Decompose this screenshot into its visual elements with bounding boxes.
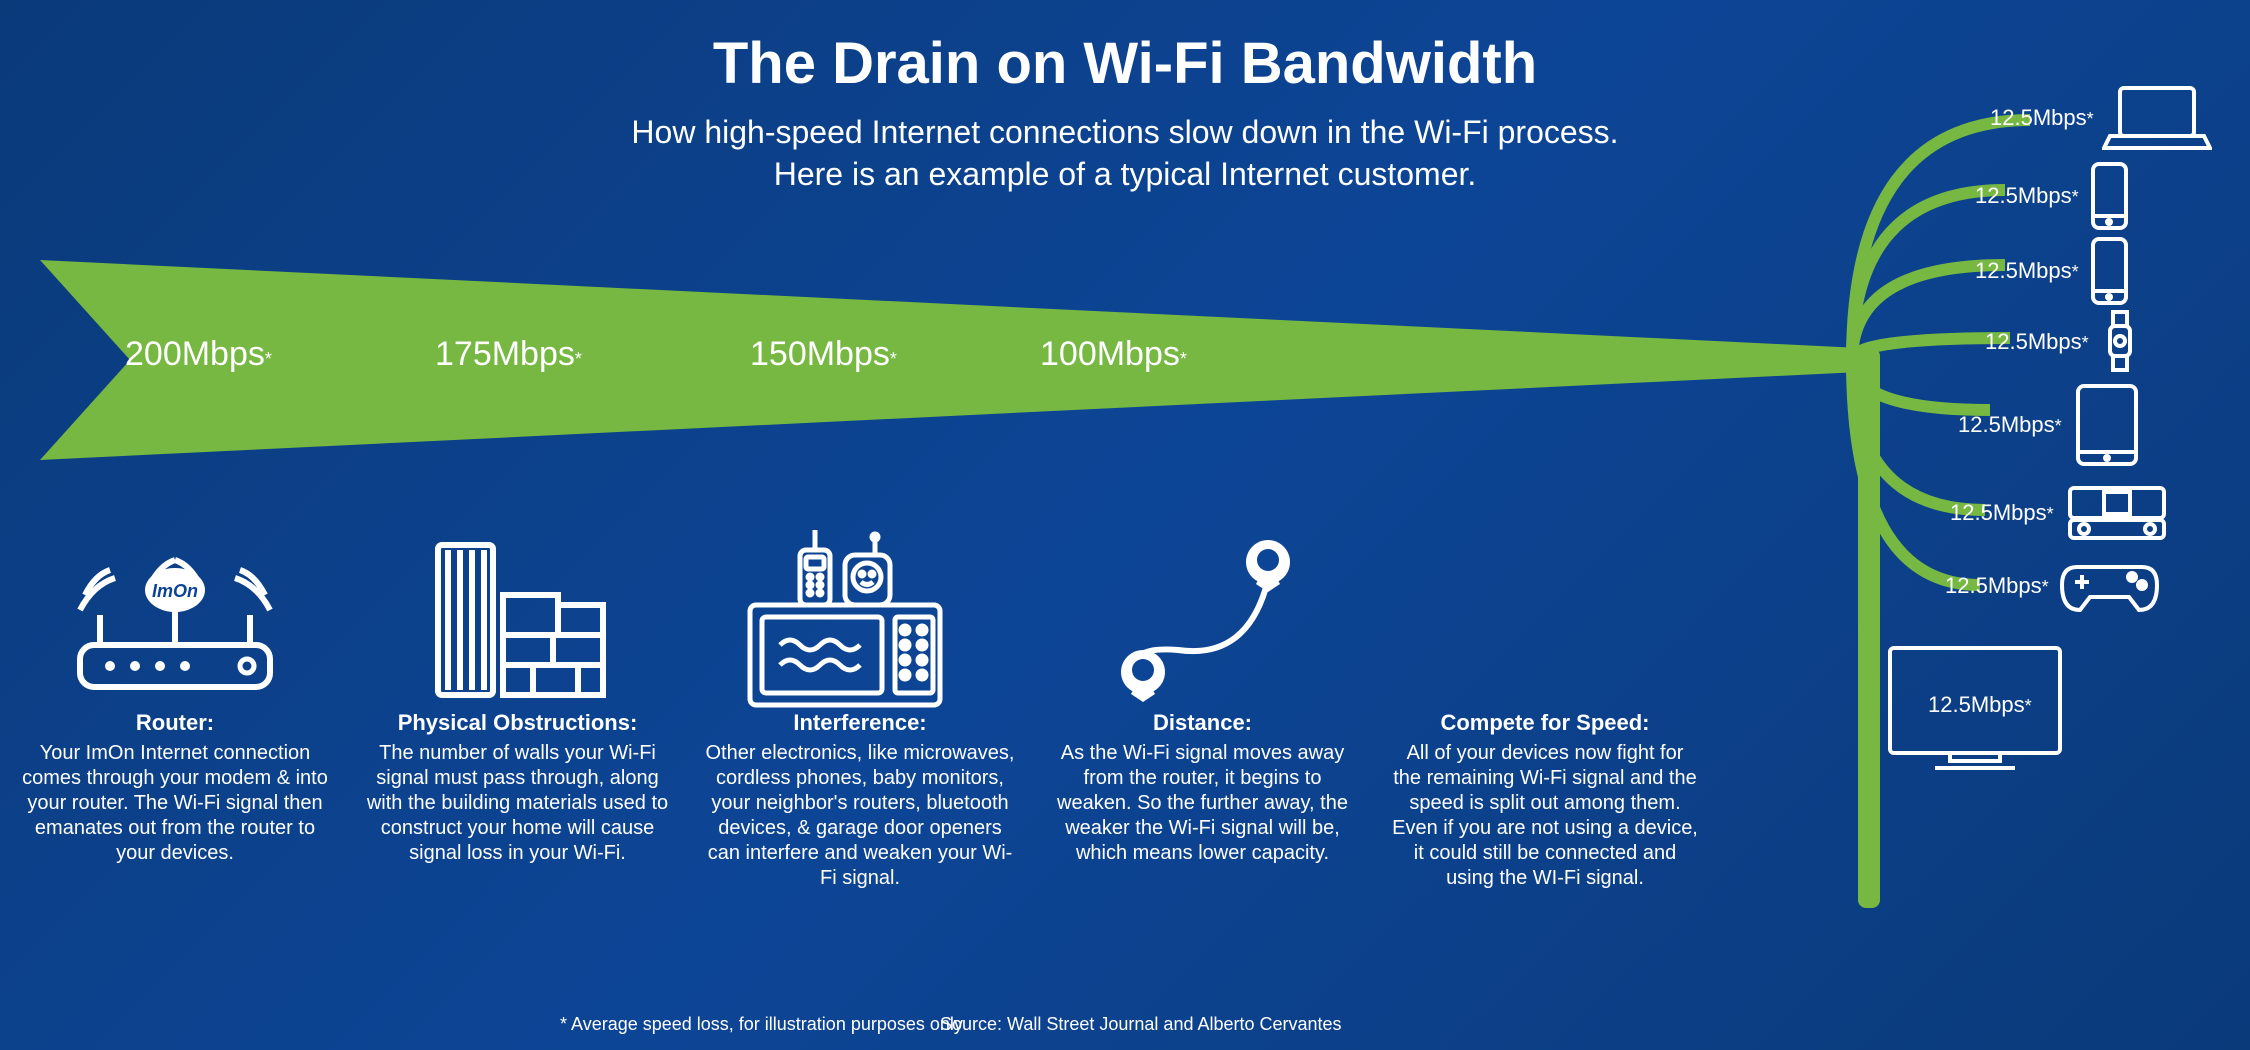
speed-label-3: 100Mbps*	[1040, 335, 1187, 374]
stage-distance: Distance: As the Wi-Fi signal moves away…	[1048, 530, 1358, 891]
device-gamepad: 12.5Mbps*	[1945, 555, 2162, 617]
compete-spacer	[1390, 530, 1700, 710]
device-label: 12.5Mbps*	[1985, 329, 2089, 355]
source: Source: Wall Street Journal and Alberto …	[940, 1014, 1342, 1035]
stage-distance-title: Distance:	[1048, 710, 1358, 736]
device-tv: 12.5Mbps*	[1880, 640, 2070, 775]
stage-router-desc: Your ImOn Internet connection comes thro…	[20, 741, 330, 866]
stage-compete-desc: All of your devices now fight for the re…	[1390, 741, 1700, 891]
tablet-icon	[2070, 380, 2145, 470]
device-phone-1: 12.5Mbps*	[1975, 160, 2132, 232]
handheld-icon	[2062, 480, 2172, 545]
distance-icon	[1048, 530, 1358, 710]
laptop-icon	[2102, 80, 2212, 155]
footnote: * Average speed loss, for illustration p…	[560, 1014, 963, 1035]
speed-label-1: 175Mbps*	[435, 335, 582, 374]
stage-router-title: Router:	[20, 710, 330, 736]
speed-label-0: 200Mbps*	[125, 335, 272, 374]
phone-icon	[2087, 160, 2132, 232]
stage-interference-desc: Other electronics, like microwaves, cord…	[705, 741, 1015, 891]
device-label: 12.5Mbps*	[1975, 183, 2079, 209]
stage-compete: Compete for Speed: All of your devices n…	[1390, 530, 1700, 891]
svg-text:ImOn: ImOn	[152, 581, 198, 601]
device-label: 12.5Mbps*	[1990, 105, 2094, 131]
stage-obstructions-title: Physical Obstructions:	[363, 710, 673, 736]
device-handheld: 12.5Mbps*	[1950, 480, 2172, 545]
device-label: 12.5Mbps*	[1928, 692, 2032, 718]
watch-icon	[2097, 308, 2142, 376]
gamepad-icon	[2057, 555, 2162, 617]
stage-interference: Interference: Other electronics, like mi…	[705, 530, 1015, 891]
device-phone-2: 12.5Mbps*	[1975, 235, 2132, 307]
phone-icon	[2087, 235, 2132, 307]
microwave-icon	[705, 530, 1015, 710]
stage-router: ImOn Router: Your ImOn Internet connecti…	[20, 530, 330, 891]
bandwidth-arrow: 200Mbps* 175Mbps* 150Mbps* 100Mbps*	[40, 260, 1860, 460]
device-label: 12.5Mbps*	[1958, 412, 2062, 438]
stage-obstructions-desc: The number of walls your Wi-Fi signal mu…	[363, 741, 673, 866]
device-label: 12.5Mbps*	[1975, 258, 2079, 284]
device-laptop: 12.5Mbps*	[1990, 80, 2212, 155]
wall-icon	[363, 530, 673, 710]
device-tablet: 12.5Mbps*	[1958, 380, 2145, 470]
stage-distance-desc: As the Wi-Fi signal moves away from the …	[1048, 741, 1358, 866]
device-label: 12.5Mbps*	[1945, 573, 2049, 599]
stages-row: ImOn Router: Your ImOn Internet connecti…	[20, 530, 1700, 891]
stage-obstructions: Physical Obstructions: The number of wal…	[363, 530, 673, 891]
device-watch: 12.5Mbps*	[1985, 308, 2142, 376]
devices-column: 12.5Mbps* 12.5Mbps* 12.5Mbps* 12.5Mbps* …	[1830, 80, 2225, 1000]
router-icon: ImOn	[20, 530, 330, 710]
stage-compete-title: Compete for Speed:	[1390, 710, 1700, 736]
device-label: 12.5Mbps*	[1950, 500, 2054, 526]
speed-label-2: 150Mbps*	[750, 335, 897, 374]
